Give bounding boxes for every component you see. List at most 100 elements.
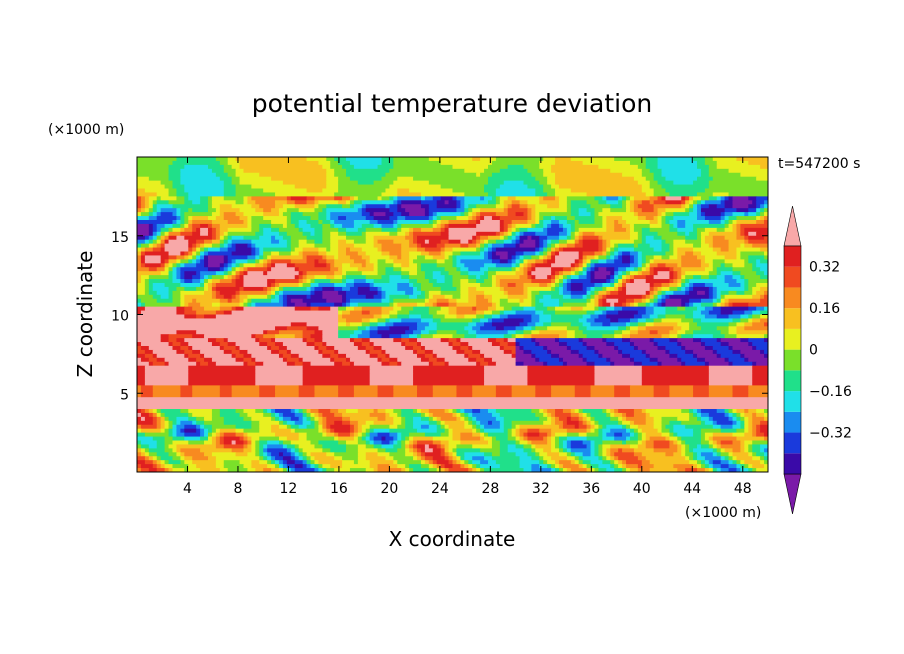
heatmap-cell — [574, 267, 580, 272]
heatmap-cell — [436, 416, 442, 422]
heatmap-cell — [685, 231, 690, 237]
heatmap-cell — [263, 208, 272, 213]
heatmap-cell — [405, 436, 410, 442]
heatmap-cell — [697, 204, 702, 209]
heatmap-cell — [547, 192, 556, 197]
heatmap-cell — [665, 251, 674, 257]
heatmap-cell — [515, 452, 529, 457]
heatmap-cell — [393, 298, 426, 304]
heatmap-cell — [704, 267, 714, 272]
heatmap-cell — [180, 168, 213, 174]
heatmap-cell — [693, 196, 702, 201]
heatmap-cell — [578, 460, 584, 465]
heatmap-cell — [519, 255, 525, 260]
heatmap-cell — [180, 460, 185, 465]
heatmap-cell — [681, 318, 694, 323]
heatmap-cell — [377, 409, 387, 414]
heatmap-cell — [558, 223, 564, 229]
heatmap-cell — [562, 279, 568, 284]
heatmap-cell — [188, 373, 256, 379]
heatmap-cell — [527, 436, 544, 442]
heatmap-cell — [641, 267, 647, 272]
heatmap-cell — [543, 223, 548, 229]
heatmap-cell — [204, 428, 209, 434]
heatmap-cell — [432, 416, 438, 422]
heatmap-cell — [239, 298, 245, 304]
heatmap-cell — [724, 298, 730, 304]
heatmap-cell — [527, 267, 532, 272]
heatmap-cell — [192, 220, 213, 225]
heatmap-cell — [330, 424, 351, 430]
heatmap-cell — [582, 160, 631, 166]
heatmap-cell — [716, 160, 749, 166]
heatmap-cell — [420, 416, 430, 422]
heatmap-cell — [361, 208, 367, 213]
heatmap-cell — [704, 436, 710, 442]
heatmap-cell — [582, 452, 592, 457]
heatmap-cell — [302, 212, 320, 217]
heatmap-cell — [744, 464, 749, 469]
heatmap-cell — [515, 271, 525, 276]
heatmap-cell — [456, 330, 469, 335]
heatmap-cell — [637, 310, 647, 316]
heatmap-cell — [420, 290, 426, 296]
heatmap-cell — [555, 283, 560, 288]
heatmap-cell — [369, 318, 379, 323]
heatmap-cell — [748, 208, 757, 213]
heatmap-cell — [700, 318, 734, 323]
heatmap-cell — [152, 283, 166, 288]
heatmap-cell — [499, 220, 505, 225]
heatmap-cell — [720, 353, 741, 359]
heatmap-cell — [669, 192, 698, 197]
heatmap-cell — [207, 216, 217, 221]
heatmap-cell — [365, 204, 387, 209]
heatmap-cell — [397, 223, 402, 229]
heatmap-cell — [137, 440, 142, 446]
heatmap-cell — [744, 259, 749, 264]
heatmap-cell — [302, 247, 320, 253]
heatmap-cell — [353, 196, 359, 201]
heatmap-cell — [499, 440, 517, 446]
heatmap-cell — [641, 428, 659, 434]
heatmap-cell — [697, 216, 706, 221]
heatmap-cell — [310, 334, 323, 339]
heatmap-cell — [527, 286, 552, 292]
heatmap-cell — [527, 235, 532, 241]
heatmap-cell — [302, 271, 308, 276]
heatmap-cell — [152, 456, 158, 461]
heatmap-cell — [708, 180, 768, 186]
heatmap-cell — [137, 416, 142, 422]
heatmap-cell — [590, 428, 596, 434]
heatmap-cell — [594, 271, 611, 276]
heatmap-cell — [211, 452, 237, 457]
heatmap-cell — [334, 192, 383, 197]
heatmap-cell — [172, 298, 181, 304]
heatmap-cell — [259, 338, 272, 343]
heatmap-cell — [693, 318, 702, 323]
heatmap-cell — [417, 428, 438, 434]
heatmap-cell — [294, 464, 304, 469]
heatmap-cell — [519, 440, 529, 446]
heatmap-cell — [298, 220, 308, 225]
heatmap-cell — [700, 243, 710, 249]
heatmap-cell — [535, 176, 548, 182]
heatmap-cell — [515, 428, 521, 434]
heatmap-cell — [574, 231, 580, 237]
heatmap-cell — [452, 464, 461, 469]
heatmap-cell — [626, 267, 635, 272]
heatmap-cell — [168, 192, 178, 197]
heatmap-cell — [326, 263, 331, 268]
heatmap-cell — [519, 200, 529, 205]
heatmap-cell — [377, 263, 394, 268]
heatmap-cell — [219, 267, 225, 272]
heatmap-cell — [480, 409, 489, 414]
heatmap-cell — [460, 271, 469, 276]
heatmap-cell — [192, 259, 197, 264]
heatmap-cell — [708, 460, 714, 465]
heatmap-cell — [476, 220, 481, 225]
heatmap-cell — [152, 420, 158, 426]
heatmap-cell — [614, 275, 619, 280]
heatmap-cell — [693, 393, 710, 398]
heatmap-cell — [523, 306, 536, 312]
heatmap-cell — [539, 255, 544, 260]
